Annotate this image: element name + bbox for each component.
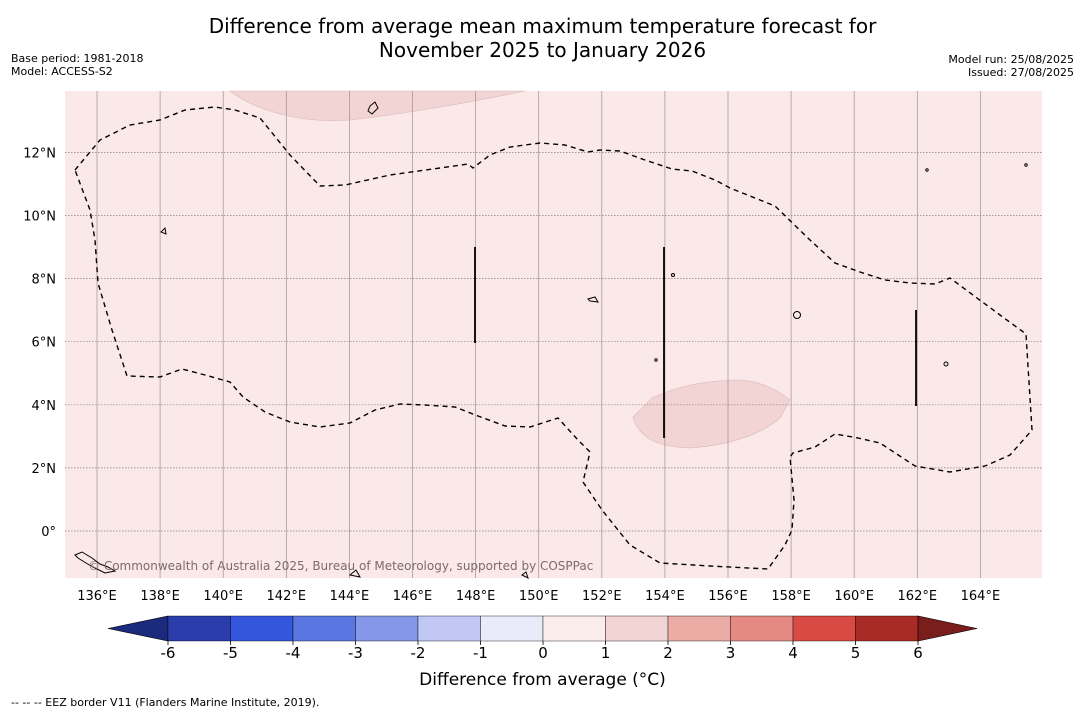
longitude-label: 160°E [834,589,874,604]
colorbar-bin [542,615,606,642]
model-run: Model run: 25/08/2025 [948,53,1074,66]
colorbar-tick-label: 2 [663,644,673,662]
colorbar-tick-label: -1 [473,644,488,662]
colorbar-tick-label: 6 [913,644,923,662]
longitude-label: 158°E [771,589,811,604]
meta-left: Base period: 1981-2018 Model: ACCESS-S2 [11,52,143,78]
colorbar-tick-labels: -6 -5 -4 -3 -2 -1 0 1 2 3 4 5 6 [161,644,923,662]
colorbar-bin [480,615,544,642]
longitude-label: 154°E [645,589,685,604]
colorbar-tick-label: 3 [726,644,736,662]
colorbar-tick-label: 0 [538,644,548,662]
longitude-label: 146°E [393,589,433,604]
anomaly-patch-north [229,90,526,121]
colorbar-bin [605,615,669,642]
longitude-label: 156°E [708,589,748,604]
colorbar-tick-label: -5 [223,644,238,662]
longitude-label: 150°E [519,589,559,604]
base-period: Base period: 1981-2018 [11,52,144,65]
anomaly-patch-central [632,379,791,449]
title-line-1: Difference from average mean maximum tem… [208,14,877,38]
title-line-2: November 2025 to January 2026 [378,38,707,62]
latitude-tick-labels: 12°N 10°N 8°N 6°N 4°N 2°N 0° [23,146,56,540]
colorbar-bin [855,615,919,642]
eez-footnote: -- -- -- EEZ border V11 (Flanders Marine… [11,696,320,709]
eez-border [74,106,1033,570]
longitude-label: 144°E [330,589,370,604]
colorbar-bin [667,615,731,642]
colorbar-bin [230,615,294,642]
colorbar-tick-label: -6 [161,644,176,662]
meta-right: Model run: 25/08/2025 Issued: 27/08/2025 [948,53,1074,79]
longitude-tick-labels: 136°E 138°E 140°E 142°E 144°E 146°E 148°E 150°E… [77,589,1000,604]
colorbar-high-extend [917,615,978,642]
longitude-label: 142°E [267,589,307,604]
colorbar-tick-label: 1 [601,644,611,662]
colorbar-bin [417,615,481,642]
colorbar-bin [167,615,231,642]
colorbar-title: Difference from average (°C) [419,670,666,690]
longitude-label: 138°E [140,589,180,604]
longitude-label: 164°E [961,589,1001,604]
longitude-label: 136°E [77,589,117,604]
colorbar-tick-label: -4 [286,644,301,662]
colorbar-tick-label: -2 [411,644,426,662]
issued-date: Issued: 27/08/2025 [967,66,1074,79]
longitude-label: 152°E [582,589,622,604]
colorbar-bin [292,615,356,642]
chart-title: Difference from average mean maximum tem… [0,14,1085,62]
longitude-label: 162°E [898,589,938,604]
longitude-label: 148°E [456,589,496,604]
model-name: Model: ACCESS-S2 [11,65,113,78]
colorbar [107,615,978,645]
colorbar-tick-label: -3 [348,644,363,662]
latitude-label: 6°N [32,336,57,351]
colorbar-low-extend [107,615,169,642]
latitude-label: 4°N [32,399,57,414]
latitude-label: 8°N [32,273,57,288]
islands [74,101,1028,579]
latitude-label: 12°N [23,146,56,161]
colorbar-bin [730,615,794,642]
latitude-label: 10°N [23,210,56,225]
latitude-label: 2°N [32,462,57,477]
longitude-label: 140°E [203,589,243,604]
colorbar-tick-label: 4 [788,644,798,662]
latitude-label: 0° [41,525,56,540]
map-area [65,91,1042,578]
colorbar-bin [792,615,856,642]
copyright-notice: © Commonwealth of Australia 2025, Bureau… [88,559,593,573]
colorbar-bin [355,615,419,642]
colorbar-tick-label: 5 [851,644,861,662]
